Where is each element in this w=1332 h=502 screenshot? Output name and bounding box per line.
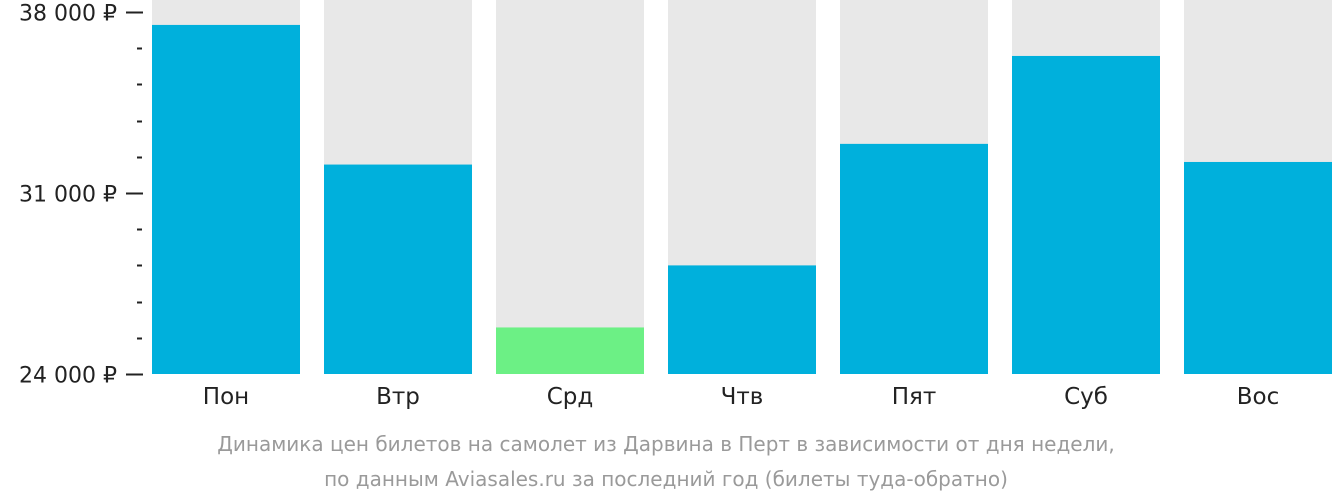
bar-5	[840, 143, 988, 374]
bar-1	[152, 24, 300, 375]
x-tick-label: Срд	[547, 384, 594, 410]
price-by-weekday-chart: 24 000 ₽ 31 000 ₽ 38 000 ₽ Пон Втр Срд Чтв Пят…	[19, 0, 1332, 410]
y-axis: 24 000 ₽ 31 000 ₽ 38 000 ₽	[19, 2, 143, 389]
x-axis: Пон Втр Срд Чтв Пят Суб Вос	[203, 384, 1279, 410]
chart-caption-line-1: Динамика цен билетов на самолет из Дарви…	[217, 432, 1115, 456]
x-tick-label: Пон	[203, 384, 249, 410]
bar-group	[152, 24, 1332, 375]
bar-4	[668, 265, 816, 374]
bar-6	[1012, 55, 1160, 374]
y-tick-label: 31 000 ₽	[19, 183, 117, 208]
x-tick-label: Втр	[376, 384, 420, 410]
x-tick-label: Пят	[892, 384, 937, 410]
y-tick-label: 24 000 ₽	[19, 364, 117, 389]
x-tick-label: Вос	[1237, 384, 1280, 410]
x-tick-label: Суб	[1064, 384, 1108, 410]
x-tick-label: Чтв	[721, 384, 764, 410]
y-tick-label: 38 000 ₽	[19, 2, 117, 27]
chart-caption-line-2: по данным Aviasales.ru за последний год …	[324, 467, 1008, 491]
bar-7	[1184, 161, 1332, 374]
bar-3	[496, 327, 644, 374]
bar-track-3	[496, 0, 644, 374]
bar-2	[324, 164, 472, 374]
